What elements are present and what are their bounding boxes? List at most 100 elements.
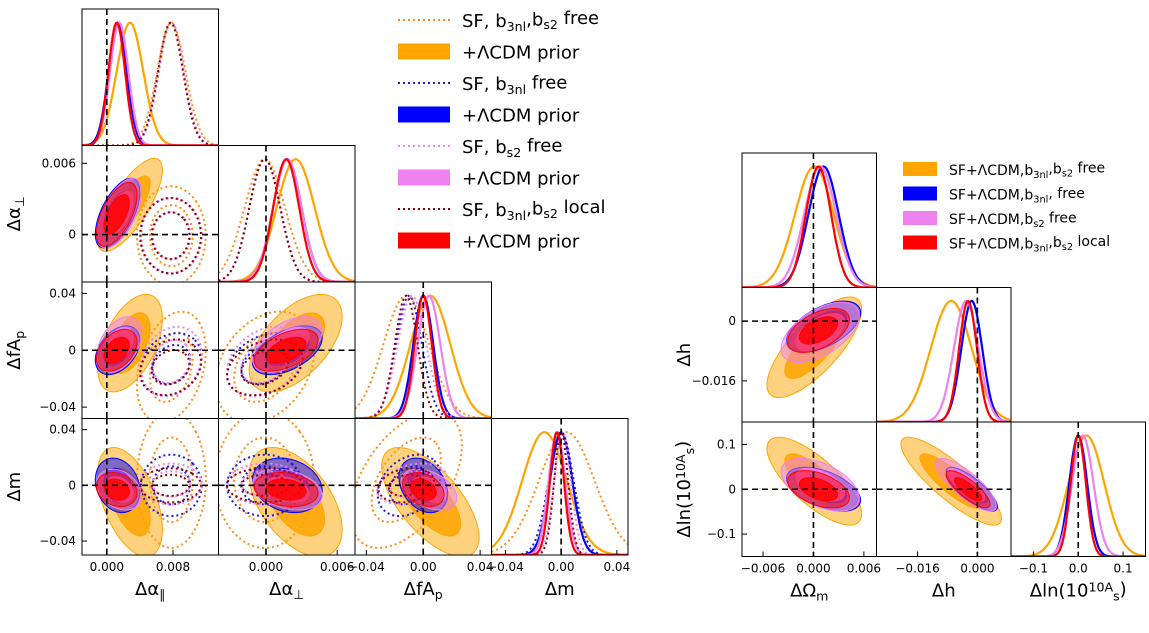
x-tick-label: 0.000 bbox=[960, 562, 994, 576]
legend-label: SF+ΛCDM,b3nl, free bbox=[949, 186, 1085, 205]
contour-68 bbox=[265, 478, 307, 501]
contour-95-dotted bbox=[135, 185, 207, 282]
marginal-curve bbox=[218, 158, 355, 282]
y-tick-label: 0 bbox=[728, 314, 736, 328]
marginal-curve bbox=[491, 431, 628, 553]
contour-68-dotted bbox=[150, 211, 191, 261]
x-axis-label-das: Δln(1010As) bbox=[1030, 579, 1127, 603]
contour-68-dotted bbox=[149, 436, 194, 524]
y-tick-label: −0.1 bbox=[707, 527, 736, 541]
y-tick-label: 0.006 bbox=[42, 156, 76, 170]
x-tick-label: 0.0 bbox=[1069, 562, 1088, 576]
marginal-curve bbox=[491, 430, 628, 555]
panel-2d-dom-das: −0.006 0.000 0.006 ΔΩm −0.1 0 0.1 Δln(1010As) bbox=[672, 421, 881, 604]
legend-label: SF+ΛCDM,b3nl,bs2 free bbox=[949, 160, 1105, 180]
x-tick-label: 0.000 bbox=[249, 560, 283, 574]
x-tick-label: −0.1 bbox=[1019, 562, 1048, 576]
marginal-curve bbox=[218, 158, 355, 282]
x-tick-label: 0.1 bbox=[1114, 562, 1133, 576]
x-tick-label: −0.006 bbox=[741, 562, 785, 576]
panel-1d-daper bbox=[218, 145, 356, 283]
y-tick-label: 0.1 bbox=[717, 437, 736, 451]
panel-content bbox=[355, 418, 492, 555]
marginal-curve bbox=[876, 299, 1011, 422]
y-tick-label: 0.04 bbox=[49, 423, 76, 437]
panel-2d-dapar-dm: 0.000 0.008 Δα∥ −0.04 0 0.04 Δm bbox=[4, 418, 219, 602]
contour-95-dotted bbox=[218, 418, 316, 549]
panel-content bbox=[742, 153, 877, 288]
panel-content bbox=[82, 145, 219, 282]
marginal-curve bbox=[82, 21, 219, 146]
panel-2d-dh-das: −0.016 0.000 Δh bbox=[876, 421, 1012, 602]
panel-content bbox=[82, 9, 219, 146]
legend-label: +ΛCDM prior bbox=[462, 232, 580, 253]
marginal-curve bbox=[355, 294, 492, 419]
x-tick-label: 0.00 bbox=[548, 560, 575, 574]
panel-1d-dfap bbox=[354, 281, 492, 419]
marginal-curve bbox=[355, 294, 492, 419]
contour-68 bbox=[798, 477, 839, 502]
marginal-curve bbox=[742, 165, 877, 288]
legend-label: +ΛCDM prior bbox=[462, 106, 580, 127]
legend-swatch-filled bbox=[903, 162, 937, 176]
legend: SF, b3nl,bs2 free +ΛCDM prior SF, b3nl fre… bbox=[398, 8, 606, 253]
marginal-curve bbox=[218, 158, 355, 282]
panel-1d-dm: −0.04 0.00 0.04 Δm bbox=[487, 418, 630, 600]
corner-plot-right: −0.016 0 Δh −0.006 0.000 0.006 ΔΩm −0.1 0 0.1 Δln(… bbox=[672, 152, 1146, 604]
contour-68 bbox=[798, 316, 839, 345]
panel-content bbox=[491, 418, 628, 555]
contour-68-dotted bbox=[233, 331, 297, 403]
panel-1d-dapar bbox=[81, 8, 219, 146]
contour-68-dotted bbox=[233, 436, 297, 524]
marginal-curve bbox=[218, 158, 355, 282]
panel-content bbox=[82, 418, 219, 555]
contour-68-dotted bbox=[240, 473, 290, 497]
x-axis-label-dom: ΔΩm bbox=[790, 581, 828, 604]
marginal-curve bbox=[218, 158, 355, 282]
panel-content bbox=[218, 418, 355, 555]
legend-swatch-filled bbox=[903, 235, 937, 250]
y-tick-label: 0.04 bbox=[49, 286, 76, 300]
panel-2d-dapar-dfap: −0.04 0 0.04 ΔfAp bbox=[4, 281, 219, 419]
y-tick-label: 0 bbox=[68, 228, 76, 242]
panel-2d-dfap-dm: −0.04 0.00 0.04 ΔfAp bbox=[348, 418, 493, 602]
panel-1d-dh bbox=[876, 287, 1012, 423]
marginal-curve bbox=[218, 158, 355, 282]
y-tick-label: 0 bbox=[68, 478, 76, 492]
x-tick-label: 0.006 bbox=[320, 560, 354, 574]
x-axis-label-dapar: Δα∥ bbox=[135, 579, 165, 602]
x-tick-label: 0.04 bbox=[603, 560, 630, 574]
x-axis-label-dh: Δh bbox=[932, 581, 956, 602]
y-axis-label-das: Δln(1010As) bbox=[672, 441, 696, 538]
contour-95-dotted bbox=[355, 418, 463, 550]
legend-swatch-filled bbox=[398, 106, 450, 123]
panel-1d-dom bbox=[741, 152, 877, 288]
legend: SF+ΛCDM,b3nl,bs2 free SF+ΛCDM,b3nl, free S… bbox=[903, 160, 1110, 254]
y-tick-label: −0.016 bbox=[692, 374, 736, 388]
legend-label: SF, b3nl,bs2 local bbox=[462, 197, 606, 223]
panel-2d-daper-dm: 0.000 0.006 Δα⊥ bbox=[218, 418, 356, 602]
contour-95-dotted bbox=[140, 453, 203, 517]
panel-content bbox=[742, 422, 877, 557]
contour-95-dotted bbox=[139, 467, 202, 504]
contour-95-dotted bbox=[140, 197, 203, 275]
x-axis-label-dm: Δm bbox=[545, 579, 575, 600]
legend-label: SF+ΛCDM,bs2 free bbox=[949, 211, 1077, 230]
y-tick-label: 0 bbox=[728, 482, 736, 496]
contour-95-dotted bbox=[140, 462, 203, 506]
contour-68-dotted bbox=[150, 473, 191, 497]
legend-swatch-filled bbox=[398, 169, 450, 186]
marginal-curve bbox=[876, 299, 1011, 422]
panel-2d-daper-dfap bbox=[218, 281, 356, 419]
panel-content bbox=[876, 422, 1011, 557]
panel-content bbox=[876, 287, 1011, 422]
legend-label: SF, b3nl,bs2 free bbox=[462, 8, 599, 34]
legend-swatch-filled bbox=[903, 211, 937, 225]
legend-label: SF+ΛCDM,b3nl,bs2 local bbox=[949, 234, 1110, 254]
marginal-curve bbox=[218, 158, 355, 282]
legend-label: +ΛCDM prior bbox=[462, 43, 580, 64]
x-tick-label: 0.000 bbox=[90, 560, 124, 574]
marginal-curve bbox=[742, 165, 877, 288]
